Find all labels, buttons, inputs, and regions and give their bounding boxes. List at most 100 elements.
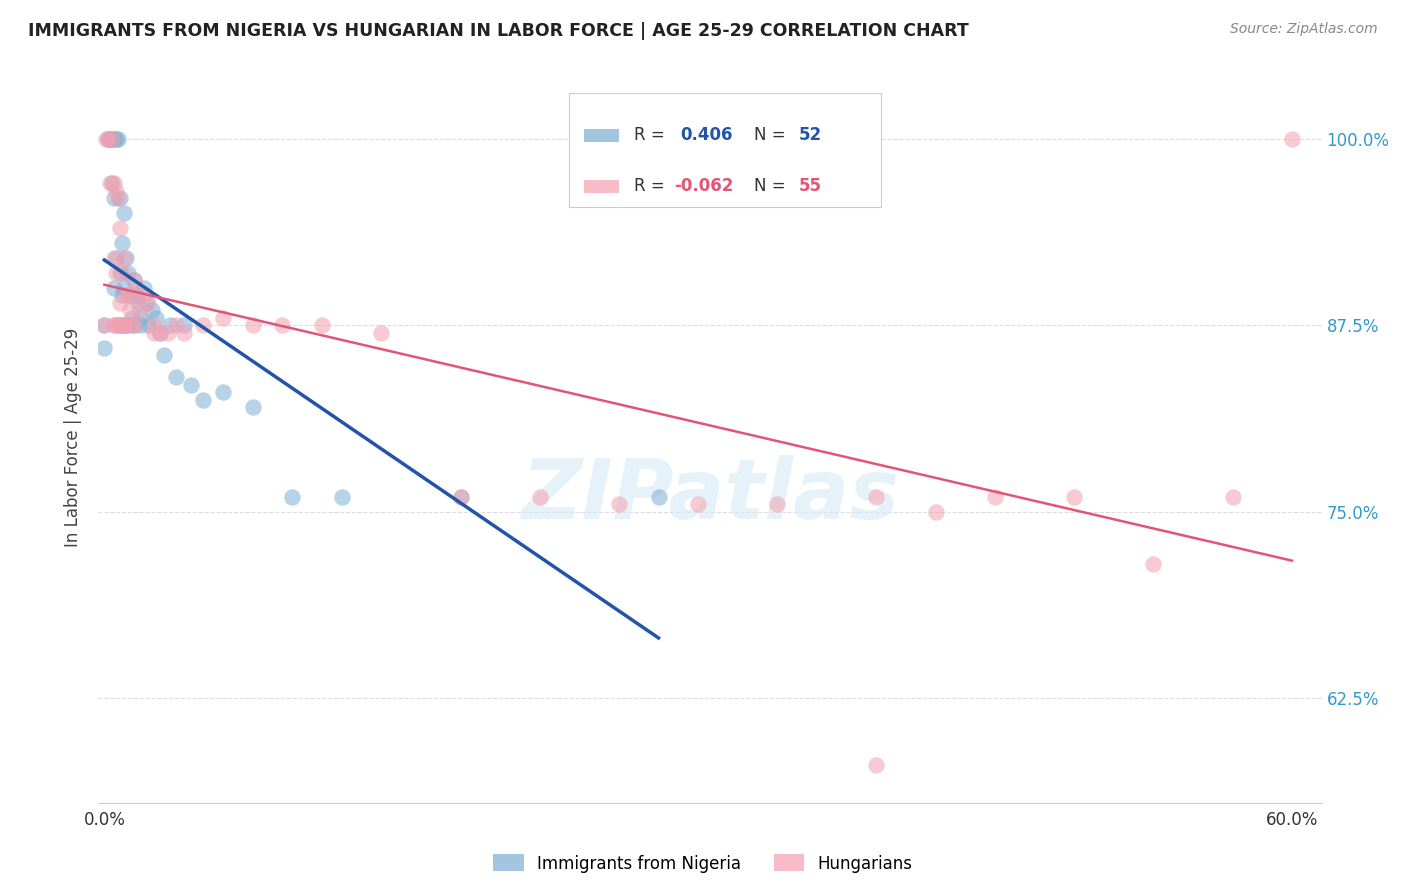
Point: [141, 303, 163, 318]
Point: [1142, 557, 1164, 571]
Point: [107, 318, 129, 332]
Point: [242, 318, 264, 332]
Point: [129, 318, 152, 332]
Point: [129, 310, 152, 325]
Point: [149, 326, 172, 340]
Point: [108, 295, 131, 310]
Point: [111, 235, 134, 250]
Point: [136, 295, 159, 310]
Point: [647, 490, 669, 504]
Point: [107, 318, 129, 332]
Point: [865, 490, 887, 504]
Point: [125, 288, 148, 302]
Point: [107, 131, 129, 145]
Point: [330, 490, 353, 504]
Point: [924, 505, 946, 519]
Point: [122, 318, 145, 332]
Point: [97, 131, 120, 145]
Point: [112, 318, 135, 332]
Point: [112, 281, 135, 295]
Point: [101, 131, 124, 145]
Legend: Immigrants from Nigeria, Hungarians: Immigrants from Nigeria, Hungarians: [486, 847, 920, 880]
Point: [107, 191, 129, 205]
Point: [115, 288, 138, 302]
Text: R =: R =: [634, 127, 669, 145]
FancyBboxPatch shape: [583, 128, 619, 142]
Point: [108, 221, 131, 235]
Point: [127, 295, 149, 310]
Point: [129, 303, 152, 318]
Point: [145, 310, 167, 325]
Point: [1222, 490, 1244, 504]
Point: [96, 131, 118, 145]
Text: -0.062: -0.062: [675, 178, 734, 195]
Point: [93, 318, 115, 332]
Point: [115, 318, 138, 332]
Point: [120, 303, 142, 318]
Point: [122, 273, 145, 287]
Point: [117, 288, 139, 302]
Point: [105, 184, 128, 198]
Point: [108, 266, 131, 280]
Point: [117, 318, 139, 332]
Point: [370, 326, 392, 340]
Point: [281, 490, 304, 504]
Point: [193, 392, 215, 407]
Point: [1281, 131, 1303, 145]
Point: [242, 401, 264, 415]
Point: [98, 177, 121, 191]
Point: [152, 348, 174, 362]
Point: [165, 318, 187, 332]
Point: [111, 318, 134, 332]
Text: 55: 55: [799, 178, 823, 195]
Point: [112, 206, 135, 220]
Point: [212, 310, 235, 325]
Point: [103, 281, 125, 295]
Point: [98, 131, 121, 145]
Point: [103, 177, 125, 191]
Point: [212, 385, 235, 400]
Point: [159, 318, 181, 332]
Point: [103, 191, 125, 205]
Point: [111, 266, 134, 280]
Point: [97, 131, 120, 145]
Point: [149, 326, 172, 340]
Point: [93, 318, 115, 332]
Point: [311, 318, 333, 332]
Point: [173, 318, 195, 332]
Point: [103, 318, 125, 332]
Point: [607, 497, 630, 511]
Point: [173, 326, 195, 340]
Point: [142, 318, 165, 332]
Point: [193, 318, 215, 332]
Point: [112, 318, 135, 332]
Point: [121, 318, 143, 332]
Text: 0.406: 0.406: [681, 127, 733, 145]
Point: [766, 497, 789, 511]
Point: [135, 295, 157, 310]
Point: [122, 273, 145, 287]
Point: [180, 377, 202, 392]
Point: [156, 326, 179, 340]
Point: [117, 266, 139, 280]
Text: IMMIGRANTS FROM NIGERIA VS HUNGARIAN IN LABOR FORCE | AGE 25-29 CORRELATION CHAR: IMMIGRANTS FROM NIGERIA VS HUNGARIAN IN …: [28, 22, 969, 40]
Text: R =: R =: [634, 178, 669, 195]
Point: [529, 490, 551, 504]
FancyBboxPatch shape: [583, 180, 619, 193]
Point: [105, 131, 128, 145]
Point: [450, 490, 472, 504]
Point: [450, 490, 472, 504]
Point: [984, 490, 1007, 504]
Point: [108, 318, 131, 332]
Point: [98, 131, 121, 145]
Point: [125, 288, 148, 302]
Point: [112, 318, 135, 332]
Text: N =: N =: [754, 178, 790, 195]
Point: [132, 281, 155, 295]
Point: [688, 497, 710, 511]
Point: [103, 131, 125, 145]
Point: [101, 177, 124, 191]
Point: [121, 310, 143, 325]
Text: Source: ZipAtlas.com: Source: ZipAtlas.com: [1230, 22, 1378, 37]
Point: [165, 370, 187, 384]
